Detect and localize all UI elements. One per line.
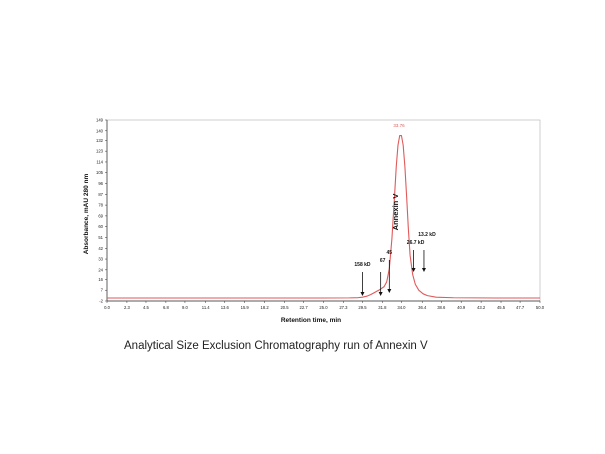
y-tick-label: 140 — [96, 128, 104, 133]
x-tick-label: 25.0 — [319, 305, 328, 310]
annotation-arrow-head — [378, 292, 383, 296]
annotation-arrow-head — [387, 289, 392, 293]
x-tick-label: 27.3 — [339, 305, 348, 310]
x-tick-label: 38.6 — [437, 305, 446, 310]
series-group — [107, 135, 540, 299]
x-tick-label: 47.7 — [516, 305, 525, 310]
y-tick-label: 7 — [101, 288, 104, 293]
y-tick-label: 87 — [98, 192, 103, 197]
y-tick-label: 78 — [98, 203, 103, 208]
y-tick-label: 105 — [96, 170, 104, 175]
y-tick-label: 42 — [98, 246, 103, 251]
x-tick-label: 50.0 — [536, 305, 545, 310]
y-tick-label: 132 — [96, 138, 104, 143]
x-tick-label: 11.4 — [202, 305, 211, 310]
y-tick-label: 69 — [98, 213, 103, 218]
annotation-label: 67 — [380, 258, 386, 264]
annotation-label: 13.2 kD — [418, 232, 436, 238]
x-tick-label: 31.8 — [378, 305, 387, 310]
series-line — [107, 135, 540, 299]
y-tick-label: 51 — [98, 235, 103, 240]
y-tick-label: 16 — [98, 277, 103, 282]
figure-caption: Analytical Size Exclusion Chromatography… — [124, 340, 428, 352]
x-tick-label: 36.4 — [418, 305, 427, 310]
x-tick-label: 40.9 — [457, 305, 466, 310]
x-tick-label: 22.7 — [300, 305, 309, 310]
x-tick-label: 13.6 — [221, 305, 230, 310]
annotation-label: 45 — [387, 250, 393, 256]
peak-name-label: Annexin V — [391, 194, 400, 231]
plot-border — [106, 119, 541, 302]
y-tick-label: -2 — [99, 299, 103, 304]
x-tick-label: 2.3 — [124, 305, 130, 310]
x-tick-label: 43.2 — [477, 305, 486, 310]
y-axis-ticks: -2 7 16 24 33 42 51 60 69 78 87 96 105 114 123 132 140 14… — [96, 118, 107, 304]
x-tick-label: 0.0 — [104, 305, 110, 310]
annotation-label: 158 kD — [354, 262, 371, 268]
x-tick-label: 29.5 — [358, 305, 367, 310]
x-tick-label: 9.0 — [182, 305, 188, 310]
peak-retention-label: 33.76 — [393, 123, 405, 128]
x-tick-label: 34.0 — [397, 305, 406, 310]
y-axis-title: Absorbance, mAU 280 nm — [83, 174, 90, 255]
y-tick-label: 123 — [96, 149, 104, 154]
y-tick-label: 60 — [98, 224, 103, 229]
x-tick-label: 18.2 — [261, 305, 270, 310]
x-tick-label: 4.5 — [143, 305, 149, 310]
x-tick-label: 6.8 — [163, 305, 169, 310]
y-tick-label: 96 — [98, 181, 103, 186]
x-tick-label: 45.5 — [497, 305, 506, 310]
annotation-arrow-head — [411, 268, 416, 272]
x-tick-label: 20.5 — [280, 305, 289, 310]
x-axis-title: Retention time, min — [281, 317, 341, 324]
x-tick-label: 15.9 — [241, 305, 250, 310]
x-axis-ticks: 0.0 2.3 4.5 6.8 9.0 11.4 13.6 15.9 18.2 20.5 22.7 2… — [104, 301, 545, 310]
annotation-arrow-head — [421, 268, 426, 272]
annotation-arrow-head — [360, 292, 365, 296]
y-tick-label: 24 — [98, 267, 103, 272]
y-tick-label: 149 — [96, 118, 104, 123]
plot-frame — [106, 119, 541, 302]
y-tick-label: 114 — [96, 159, 103, 164]
annotation-label: 26.7 kD — [407, 240, 425, 246]
y-tick-label: 33 — [98, 257, 103, 262]
